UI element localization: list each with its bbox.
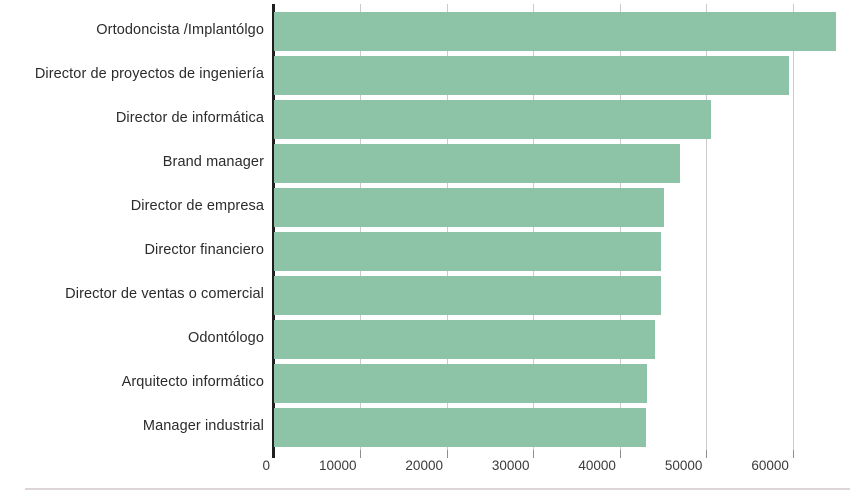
y-axis-line <box>272 4 275 458</box>
bar <box>274 232 662 271</box>
bar <box>274 408 646 447</box>
bar-row: Arquitecto informático <box>0 360 850 404</box>
category-label: Brand manager <box>162 154 264 170</box>
category-label: Director de empresa <box>130 198 264 214</box>
gridline <box>360 4 362 450</box>
page-bottom-border <box>25 488 850 490</box>
axis-tick <box>706 450 708 458</box>
category-label: Manager industrial <box>142 418 264 434</box>
bar-row: Director de proyectos de ingeniería <box>0 52 850 96</box>
axis-tick-label: 40000 <box>578 458 616 473</box>
bar-row: Director de ventas o comercial <box>0 272 850 316</box>
axis-tick <box>446 450 448 458</box>
axis-tick-label: 50000 <box>664 458 703 473</box>
axis-tick <box>792 450 794 458</box>
bar-row: Odontólogo <box>0 316 850 360</box>
bar <box>274 276 661 315</box>
axis-tick-label: 10000 <box>318 458 357 473</box>
bar-row: Manager industrial <box>0 404 850 448</box>
axis-tick <box>619 450 621 458</box>
bar-row: Director de empresa <box>0 184 850 228</box>
axis-tick-label: 0 <box>262 458 270 473</box>
category-label: Arquitecto informático <box>121 374 264 390</box>
bar <box>274 144 681 183</box>
bar-row: Ortodoncista /Implantólgo <box>0 8 850 52</box>
axis-tick <box>533 450 535 458</box>
category-label: Director de ventas o comercial <box>65 286 264 302</box>
bar-row: Director financiero <box>0 228 850 272</box>
axis-tick-label: 30000 <box>491 458 530 473</box>
gridline <box>706 4 708 450</box>
bar-rows: Ortodoncista /Implantólgo Director de pro… <box>0 8 850 448</box>
bar <box>274 56 790 95</box>
bar <box>274 188 665 227</box>
bar-row: Brand manager <box>0 140 850 184</box>
bar <box>274 12 837 51</box>
bar <box>274 100 711 139</box>
bar-row: Director de informática <box>0 96 850 140</box>
axis-tick <box>360 450 362 458</box>
gridline <box>619 4 621 450</box>
category-label: Ortodoncista /Implantólgo <box>96 22 264 38</box>
bar <box>274 320 655 359</box>
category-label: Director de informática <box>115 110 264 126</box>
gridline <box>792 4 794 450</box>
gridline <box>446 4 448 450</box>
gridline <box>533 4 535 450</box>
axis-tick-label: 20000 <box>405 458 443 473</box>
axis-tick-label: 60000 <box>751 458 789 473</box>
category-label: Odontólogo <box>188 330 264 346</box>
category-label: Director financiero <box>144 242 264 258</box>
category-label: Director de proyectos de ingeniería <box>34 66 264 82</box>
bar <box>274 364 647 403</box>
